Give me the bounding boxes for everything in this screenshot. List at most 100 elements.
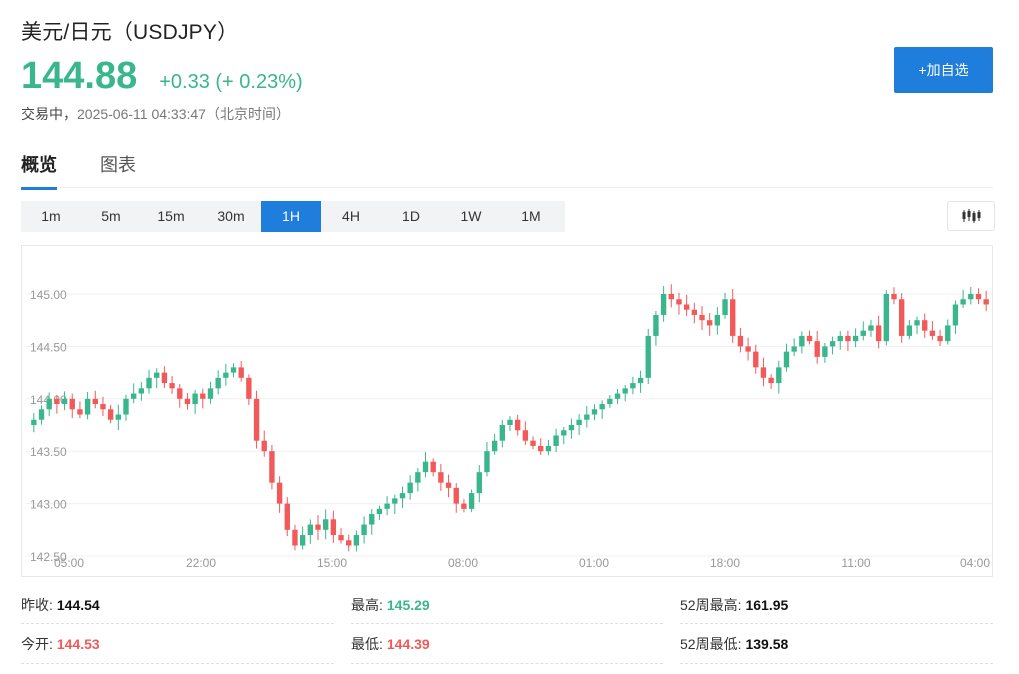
period-5m[interactable]: 5m [101, 208, 121, 224]
y-tick-label: 142.50 [30, 550, 67, 564]
candle-body [530, 440, 536, 446]
candle-body [806, 335, 813, 342]
candle-body [261, 440, 267, 452]
candle-body [169, 383, 175, 389]
stat-label: 最高: [351, 597, 383, 613]
candle-body [730, 299, 736, 336]
price-chart[interactable]: 145.00144.50144.00143.50143.00142.5005:0… [21, 245, 993, 577]
candle-body [69, 398, 75, 410]
candle-body [130, 393, 137, 399]
candle-body [968, 294, 974, 300]
candle-body [322, 519, 329, 530]
x-tick-label: 15:00 [317, 556, 347, 570]
candle-body [891, 294, 897, 300]
candle-body [898, 299, 905, 336]
candle-body [276, 482, 283, 504]
candle-body [545, 445, 552, 452]
stat-high: 最高: 145.29 [351, 586, 430, 624]
candle-body [722, 299, 728, 315]
candle-body [499, 425, 506, 441]
view-tabs: 概览 图表 [21, 151, 993, 190]
chart-type-button[interactable] [947, 201, 995, 231]
period-1d[interactable]: 1D [402, 208, 420, 224]
stat-value: 144.53 [56, 636, 100, 652]
candle-body [553, 435, 559, 446]
candle-body [753, 351, 759, 368]
candle-body [822, 346, 828, 357]
candle-body [622, 388, 628, 394]
candle-body [100, 404, 106, 410]
candle-body [192, 393, 198, 405]
candle-body [445, 482, 452, 488]
candle-body [207, 388, 214, 399]
candle-body [937, 335, 943, 342]
candle-body [561, 430, 567, 436]
period-4h[interactable]: 4H [342, 208, 360, 224]
candle-body [238, 367, 244, 378]
stat-value: 144.54 [56, 597, 100, 613]
candle-body [660, 294, 667, 315]
candle-body [983, 299, 989, 305]
tab-chart[interactable]: 图表 [100, 155, 136, 175]
period-1m[interactable]: 1m [41, 208, 61, 224]
price-change: +0.33 (+ 0.23%) [159, 71, 303, 93]
candle-body [84, 398, 91, 415]
stat-value: 161.95 [745, 597, 789, 613]
candle-body [653, 314, 659, 336]
x-tick-label: 05:00 [54, 556, 84, 570]
candle-body [269, 451, 275, 483]
period-selector: 1m 5m 15m 30m 1H 4H 1D 1W 1M [21, 201, 565, 232]
candle-body [353, 535, 360, 546]
stat-label: 今开: [21, 636, 53, 652]
stat-value: 144.39 [386, 636, 430, 652]
candle-body [914, 320, 920, 326]
candle-body [683, 304, 690, 310]
candle-body [760, 367, 767, 378]
candle-body [146, 377, 152, 389]
candle-body [407, 482, 413, 494]
candle-body [883, 294, 890, 342]
period-15m[interactable]: 15m [157, 208, 185, 224]
candle-body [230, 367, 237, 373]
candle-body [376, 508, 383, 515]
candle-body [253, 398, 260, 441]
period-1h[interactable]: 1H [261, 201, 321, 232]
stat-52w-high: 52周最高: 161.95 [680, 586, 788, 624]
add-to-watchlist-button[interactable]: +加自选 [894, 47, 993, 93]
price-row: 144.88 +0.33 (+ 0.23%) [21, 55, 303, 98]
candle-body [476, 472, 482, 494]
stat-value: 145.29 [386, 597, 430, 613]
x-tick-label: 01:00 [579, 556, 609, 570]
candle-body [737, 335, 744, 347]
candle-body [568, 425, 575, 431]
period-1w[interactable]: 1W [460, 208, 482, 224]
candlestick-icon [962, 209, 981, 223]
candle-body [875, 325, 882, 342]
candle-body [61, 398, 68, 405]
candle-body [845, 335, 851, 342]
candle-body [783, 351, 790, 368]
candle-body [415, 472, 421, 483]
candle-body [691, 309, 698, 315]
candle-body [453, 487, 459, 504]
candle-body [77, 409, 83, 415]
period-30m[interactable]: 30m [217, 208, 245, 224]
candle-body [430, 461, 436, 473]
candle-body [599, 404, 605, 410]
candle-body [461, 503, 467, 509]
stat-label: 昨收: [21, 597, 53, 613]
stat-52w-low: 52周最低: 139.58 [680, 625, 788, 663]
tab-overview[interactable]: 概览 [21, 151, 57, 190]
candle-body [399, 493, 406, 499]
candle-body [107, 409, 114, 420]
quote-timestamp: 2025-06-11 04:33:47（北京时间） [77, 106, 290, 122]
candle-body [123, 398, 129, 415]
candle-body [138, 388, 145, 394]
candle-body [46, 398, 52, 410]
candle-body [215, 377, 221, 389]
candle-body [438, 472, 444, 483]
candle-body [361, 524, 367, 536]
candle-body [591, 409, 598, 415]
candle-body [154, 372, 160, 378]
period-1mo[interactable]: 1M [521, 208, 541, 224]
